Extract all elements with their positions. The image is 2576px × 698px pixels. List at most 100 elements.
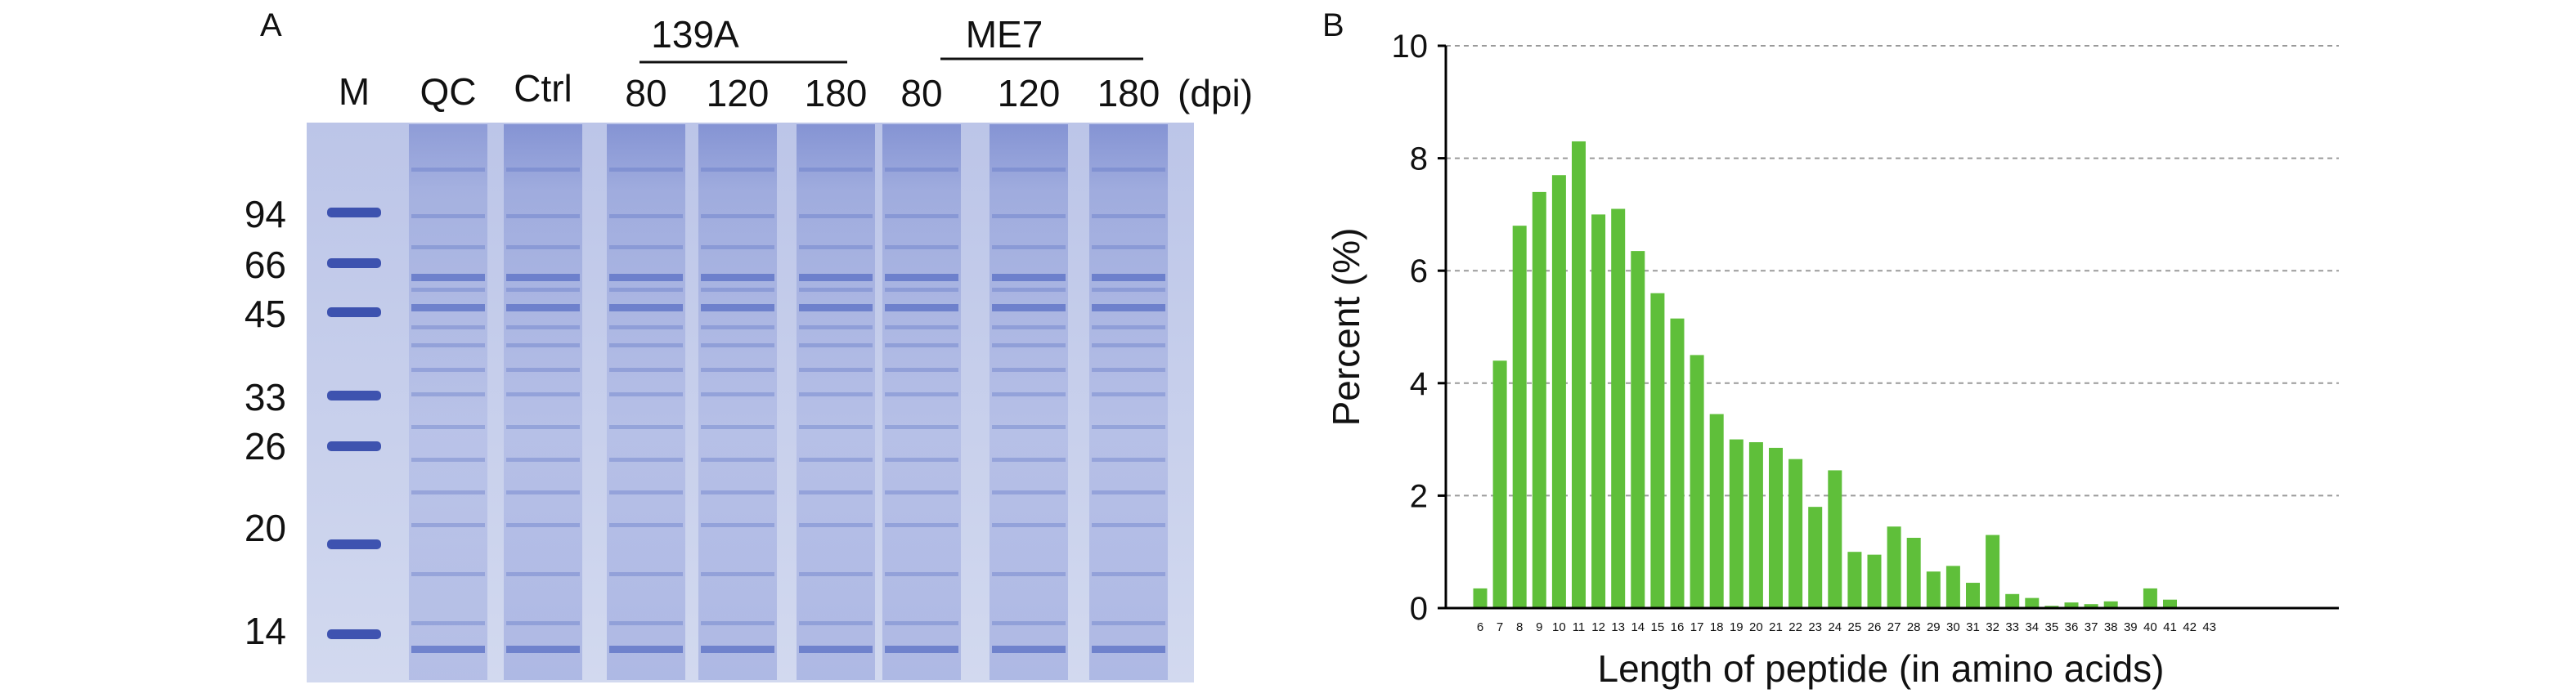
gel-band <box>799 572 873 576</box>
lane-label-me7-120: 120 <box>998 72 1061 114</box>
gel-band <box>506 288 580 292</box>
gel-band <box>609 646 683 653</box>
gel-band <box>992 523 1066 527</box>
gel-lane <box>504 124 582 680</box>
x-tick-label: 6 <box>1477 620 1483 634</box>
gel-band <box>609 304 683 311</box>
gel-lane <box>797 124 875 680</box>
x-tick-label: 8 <box>1516 620 1523 634</box>
gel-band <box>992 490 1066 494</box>
bar <box>2064 602 2079 608</box>
gel-band <box>506 572 580 576</box>
gel-band <box>411 523 485 527</box>
gel-band <box>885 274 958 281</box>
gel-band <box>411 288 485 292</box>
gel-band <box>885 368 958 372</box>
bar <box>2084 604 2098 608</box>
gel-band <box>411 621 485 625</box>
marker-band <box>327 391 381 400</box>
gel-band <box>992 425 1066 429</box>
gel-band <box>799 490 873 494</box>
gel-band <box>1092 458 1165 462</box>
x-tick-label: 14 <box>1631 620 1645 634</box>
gel-band <box>885 621 958 625</box>
mw-label-20: 20 <box>245 507 286 549</box>
gel-band <box>799 168 873 172</box>
bar <box>1611 208 1626 608</box>
gel-band <box>885 325 958 329</box>
y-tick-label: 8 <box>1410 141 1428 177</box>
gel-band <box>609 245 683 249</box>
gel-band <box>701 343 774 347</box>
gel-band <box>1092 392 1165 396</box>
gel-band <box>1092 325 1165 329</box>
gel-band <box>506 168 580 172</box>
gel-band <box>799 304 873 311</box>
gel-band <box>799 214 873 218</box>
gel-band <box>1092 214 1165 218</box>
gel-lane <box>698 124 777 680</box>
x-tick-label: 20 <box>1749 620 1763 634</box>
gel-band <box>701 245 774 249</box>
gel-band <box>701 304 774 311</box>
bar <box>1945 566 1960 608</box>
gel-band <box>701 523 774 527</box>
x-tick-label: 19 <box>1730 620 1744 634</box>
gel-band <box>1092 274 1165 281</box>
gel-band <box>609 325 683 329</box>
gel-band <box>506 523 580 527</box>
bar <box>1532 191 1546 608</box>
gel-band <box>506 458 580 462</box>
bar <box>1748 442 1763 608</box>
gel-band <box>992 572 1066 576</box>
gel-band <box>885 392 958 396</box>
bar <box>2025 597 2040 608</box>
x-tick-label: 34 <box>2025 620 2039 634</box>
gel-band <box>701 646 774 653</box>
gel-band <box>1092 621 1165 625</box>
gel-band <box>799 458 873 462</box>
x-tick-label: 36 <box>2065 620 2079 634</box>
gel-band <box>701 214 774 218</box>
gel-lane <box>409 124 487 680</box>
gel-band <box>992 214 1066 218</box>
bar <box>1670 318 1685 608</box>
gel-band <box>885 288 958 292</box>
x-tick-label: 38 <box>2104 620 2118 634</box>
gel-band <box>992 245 1066 249</box>
y-tick-label: 10 <box>1392 29 1429 65</box>
gel-band <box>885 168 958 172</box>
gel-band <box>506 425 580 429</box>
gel-band <box>411 343 485 347</box>
gel-band <box>799 245 873 249</box>
mw-label-45: 45 <box>245 293 286 335</box>
x-tick-label: 28 <box>1907 620 1921 634</box>
x-tick-label: 24 <box>1828 620 1842 634</box>
gel-band <box>1092 490 1165 494</box>
gel-band <box>701 274 774 281</box>
bar <box>1847 552 1862 608</box>
gel-band <box>885 646 958 653</box>
x-tick-label: 40 <box>2143 620 2157 634</box>
gel-band <box>411 392 485 396</box>
gel-band <box>506 368 580 372</box>
gel-band <box>799 621 873 625</box>
gel-band <box>701 458 774 462</box>
gel-band <box>411 368 485 372</box>
x-ticks: 6 7 8 9 10 11 12 13 14 15 16 17 18 19 20 21 22 23 24 25 26 27… <box>1477 620 2216 634</box>
panel-a-letter: A <box>260 7 282 43</box>
bar <box>1492 360 1507 608</box>
bar <box>1986 535 2000 608</box>
gel-band <box>992 458 1066 462</box>
gel-band <box>411 325 485 329</box>
gel-band <box>799 425 873 429</box>
x-tick-label: 22 <box>1788 620 1802 634</box>
x-tick-label: 25 <box>1848 620 1862 634</box>
gel-band <box>701 425 774 429</box>
gel-band <box>609 168 683 172</box>
bar <box>1650 293 1665 608</box>
gel-band <box>701 490 774 494</box>
gel-band <box>609 523 683 527</box>
bar <box>1906 538 1921 608</box>
gel-band <box>609 490 683 494</box>
